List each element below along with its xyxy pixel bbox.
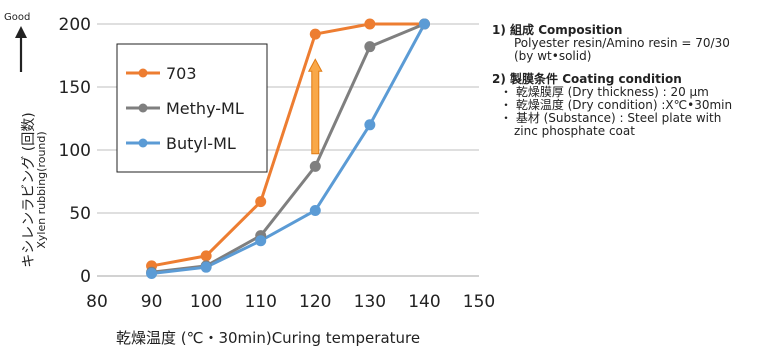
x-tick-label: 110 [244, 292, 276, 312]
legend-label: Butyl-ML [166, 134, 236, 153]
x-tick-label: 150 [463, 292, 495, 312]
legend-marker [138, 103, 148, 113]
data-point [146, 267, 158, 279]
x-tick-label: 100 [190, 292, 222, 312]
data-point [418, 18, 430, 30]
tick-label-layer: 0 50 100 150 200 80 90 100 110 120 130 140 150 [59, 15, 496, 312]
composition-line: Polyester resin/Amino resin = 70/30 [514, 36, 730, 50]
condition-item: zinc phosphate coat [514, 124, 635, 138]
data-point [309, 160, 321, 172]
condition-item: ・ 乾燥温度 (Dry condition) :X℃•30min [500, 98, 733, 112]
annotation-layer [307, 58, 323, 155]
y-tick-label: 50 [69, 204, 91, 224]
condition-section: 2) 製膜条件 Coating condition ・ 乾燥膜厚 (Dry th… [492, 73, 754, 138]
data-point [309, 28, 321, 40]
data-point [364, 41, 376, 53]
x-tick-label: 140 [408, 292, 440, 312]
series-line [151, 22, 425, 268]
condition-item: ・ 乾燥膜厚 (Dry thickness) : 20 μm [500, 85, 709, 99]
data-point [364, 18, 376, 30]
data-point [364, 119, 376, 131]
series-line [151, 23, 426, 275]
x-tick-label: 120 [299, 292, 331, 312]
legend-marker [138, 138, 148, 148]
data-point [200, 250, 212, 262]
y-tick-label: 200 [59, 15, 91, 35]
composition-section: 1) 組成 Composition Polyester resin/Amino … [492, 24, 754, 63]
y-tick-label: 100 [59, 141, 91, 161]
legend-marker [138, 68, 148, 78]
data-point [255, 196, 267, 208]
x-tick-label: 90 [141, 292, 163, 312]
composition-line: (by wt•solid) [514, 49, 592, 63]
legend-label: 703 [166, 64, 197, 83]
legend: 703 Methy-ML Butyl-ML [126, 64, 244, 153]
highlight-arrow [307, 58, 323, 155]
y-tick-label: 150 [59, 78, 91, 98]
x-tick-label: 130 [354, 292, 386, 312]
y-axis-label-en: Xylen rubbing(round) [35, 131, 48, 248]
y-tick-label: 0 [80, 267, 91, 287]
condition-item: ・ 基材 (Substance) : Steel plate with [500, 111, 722, 125]
x-axis-label: 乾燥温度 (℃・30min)Curing temperature [116, 329, 420, 347]
condition-title: 2) 製膜条件 Coating condition [492, 72, 682, 86]
good-arrow-icon [15, 26, 27, 72]
data-point [255, 235, 267, 247]
series-layer [146, 18, 430, 279]
composition-title: 1) 組成 Composition [492, 23, 623, 37]
data-point [309, 204, 321, 216]
x-tick-label: 80 [86, 292, 108, 312]
y-axis-label: キシレンラビング (回数) [21, 112, 37, 267]
notes-panel: 1) 組成 Composition Polyester resin/Amino … [492, 24, 754, 148]
good-label: Good [4, 12, 30, 23]
data-point [200, 261, 212, 273]
legend-label: Methy-ML [166, 99, 244, 118]
